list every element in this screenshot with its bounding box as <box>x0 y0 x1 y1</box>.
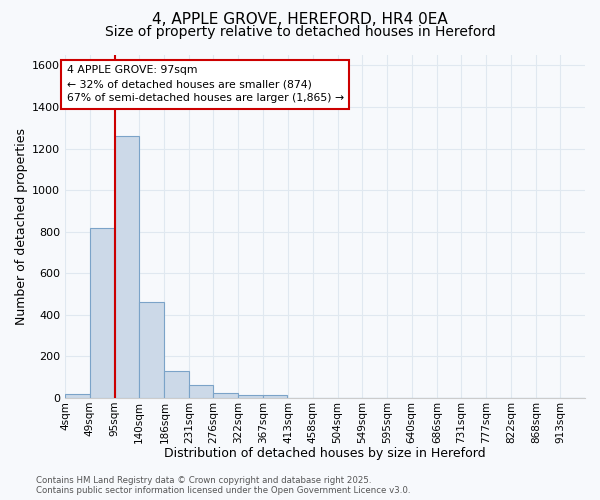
Y-axis label: Number of detached properties: Number of detached properties <box>15 128 28 325</box>
Bar <box>139 302 164 398</box>
Text: 4, APPLE GROVE, HEREFORD, HR4 0EA: 4, APPLE GROVE, HEREFORD, HR4 0EA <box>152 12 448 28</box>
Text: Size of property relative to detached houses in Hereford: Size of property relative to detached ho… <box>104 25 496 39</box>
Bar <box>238 395 263 398</box>
Bar <box>115 136 139 398</box>
Bar <box>164 371 189 398</box>
X-axis label: Distribution of detached houses by size in Hereford: Distribution of detached houses by size … <box>164 447 486 460</box>
Text: 4 APPLE GROVE: 97sqm
← 32% of detached houses are smaller (874)
67% of semi-deta: 4 APPLE GROVE: 97sqm ← 32% of detached h… <box>67 66 344 104</box>
Bar <box>189 386 214 398</box>
Bar <box>89 228 114 398</box>
Bar <box>65 394 89 398</box>
Bar <box>263 395 287 398</box>
Bar <box>214 392 238 398</box>
Text: Contains HM Land Registry data © Crown copyright and database right 2025.
Contai: Contains HM Land Registry data © Crown c… <box>36 476 410 495</box>
